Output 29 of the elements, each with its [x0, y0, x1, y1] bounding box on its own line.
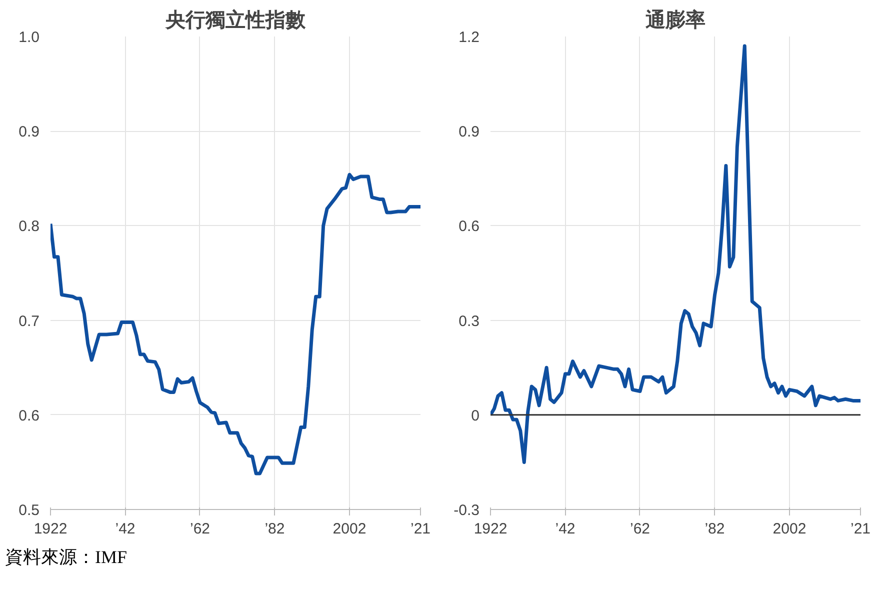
source-note: 資料來源：IMF	[5, 546, 128, 569]
chart-title: 通膨率	[644, 8, 706, 32]
x-tick-label: 1922	[34, 520, 68, 538]
x-tick-label: ’42	[555, 520, 576, 538]
line-series	[50, 172, 420, 476]
x-tick-label: ’82	[264, 520, 285, 538]
y-tick-label: 0.3	[458, 312, 480, 330]
y-tick-label: 0.6	[18, 407, 40, 424]
y-tick-label: 1.2	[458, 29, 480, 46]
x-tick-label: 2002	[332, 520, 366, 538]
y-tick-label: -0.3	[454, 502, 480, 519]
y-tick-label: 0.9	[458, 124, 480, 141]
x-tick-label: ’82	[704, 520, 725, 538]
x-tick-label: ’21	[410, 520, 431, 538]
y-tick-label: 0.8	[18, 218, 40, 236]
chart-title: 央行獨立性指數	[164, 8, 306, 32]
y-tick-label: 0	[471, 407, 480, 424]
x-tick-label: ’62	[190, 520, 210, 538]
x-tick-label: 2002	[772, 520, 806, 538]
x-tick-label: ’42	[115, 520, 136, 538]
y-tick-label: 0.9	[18, 124, 40, 141]
x-tick-label: ’62	[630, 520, 650, 538]
x-tick-label: ’21	[850, 520, 871, 538]
line-series	[490, 44, 860, 464]
y-tick-label: 0.5	[18, 502, 40, 519]
y-tick-label: 0.6	[458, 218, 480, 236]
y-tick-label: 1.0	[18, 29, 40, 46]
x-tick-label: 1922	[474, 520, 508, 538]
y-tick-label: 0.7	[18, 312, 40, 330]
